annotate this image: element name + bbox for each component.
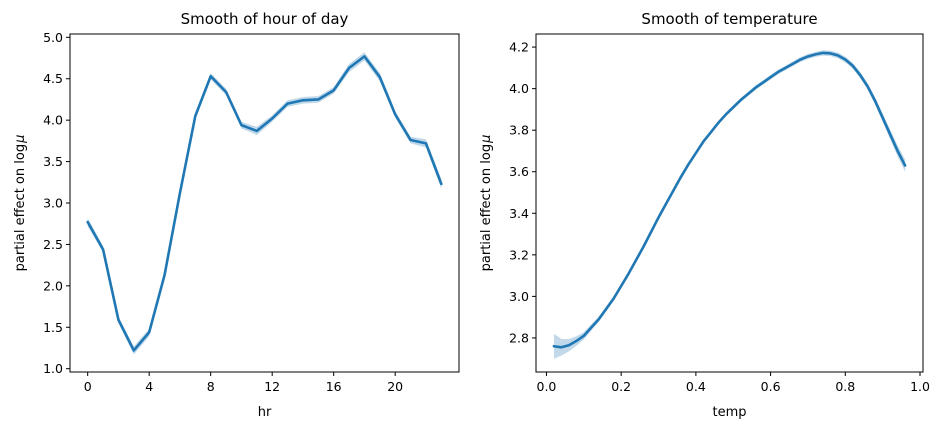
y-tick-label: 3.0 [509, 289, 529, 304]
chart-title: Smooth of temperature [641, 10, 817, 28]
x-tick-label: 16 [326, 379, 342, 394]
y-tick-label: 2.8 [509, 330, 529, 345]
hour-of-day-panel: Smooth of hour of day hr partial effect … [13, 10, 460, 420]
y-axis-label-symbol: μ [13, 135, 28, 144]
confidence-band [553, 50, 906, 359]
x-tick-label: 12 [264, 379, 280, 394]
y-tick-label: 4.5 [43, 71, 63, 86]
y-tick-label: 4.2 [509, 40, 529, 55]
x-tick-label: 8 [207, 379, 215, 394]
x-tick-label: 1.0 [910, 379, 930, 394]
y-tick-label: 3.4 [509, 206, 529, 221]
y-tick-label: 1.0 [43, 361, 63, 376]
chart-title: Smooth of hour of day [181, 10, 349, 28]
y-tick-label: 2.5 [43, 237, 63, 252]
smooth-line [552, 51, 907, 349]
axes-frame [69, 33, 460, 373]
y-axis-label-text: partial effect on log [479, 144, 494, 271]
plot-area [552, 50, 907, 359]
y-tick-label: 3.8 [509, 123, 529, 138]
y-tick-label: 4.0 [43, 113, 63, 128]
x-tick-label: 0.6 [761, 379, 781, 394]
temperature-panel: Smooth of temperature temp partial effec… [479, 10, 930, 420]
plot-area [86, 52, 443, 355]
x-tick-label: 0.8 [835, 379, 855, 394]
y-axis-label-text: partial effect on log [13, 144, 28, 271]
x-tick-label: 0 [84, 379, 92, 394]
y-tick-label: 3.0 [43, 196, 63, 211]
x-axis-label: hr [258, 405, 272, 420]
y-tick-label: 4.0 [509, 81, 529, 96]
y-tick-label: 3.6 [509, 164, 529, 179]
y-tick-label: 2.0 [43, 278, 63, 293]
x-axis-label: temp [712, 405, 746, 420]
axes-frame [535, 33, 924, 373]
x-tick-label: 0.4 [686, 379, 706, 394]
y-axis-label: partial effect on logμ [479, 135, 494, 272]
y-axis-label: partial effect on logμ [13, 135, 28, 272]
y-tick-label: 1.5 [43, 320, 63, 335]
x-tick-label: 0.0 [537, 379, 557, 394]
x-tick-label: 0.2 [611, 379, 631, 394]
smooth-line [86, 55, 443, 352]
y-axis-label-symbol: μ [479, 135, 494, 144]
y-tick-label: 3.5 [43, 154, 63, 169]
y-tick-label: 5.0 [43, 30, 63, 45]
x-tick-label: 4 [145, 379, 153, 394]
x-tick-label: 20 [387, 379, 403, 394]
y-tick-label: 3.2 [509, 247, 529, 262]
